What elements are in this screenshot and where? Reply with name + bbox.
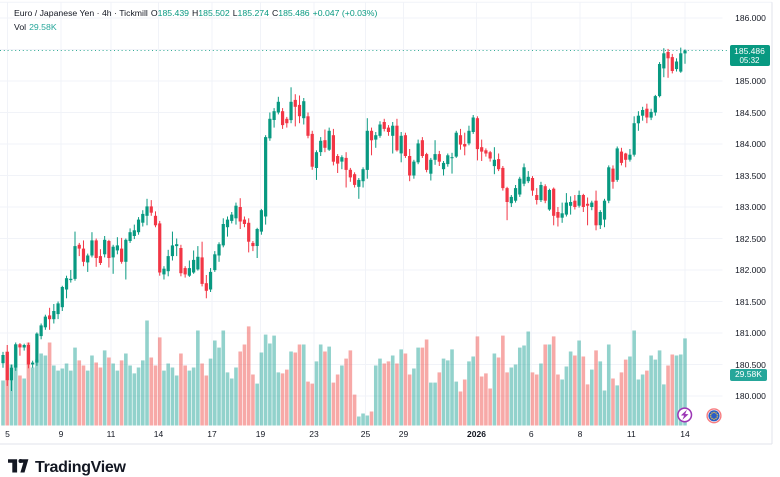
- eu-flag-star: [713, 418, 715, 420]
- eu-flag-star: [710, 414, 712, 416]
- eu-flag-star: [716, 414, 718, 416]
- eu-flag-star: [715, 418, 717, 420]
- eu-flag-star: [715, 412, 717, 414]
- eu-flag-star: [716, 416, 718, 418]
- eu-flag-star: [711, 418, 713, 420]
- eu-flag-star: [711, 412, 713, 414]
- eu-flag-star: [713, 412, 715, 414]
- eu-flag-icon[interactable]: [707, 409, 721, 423]
- instant-trading-icon[interactable]: [678, 408, 692, 422]
- eu-flag-star: [710, 416, 712, 418]
